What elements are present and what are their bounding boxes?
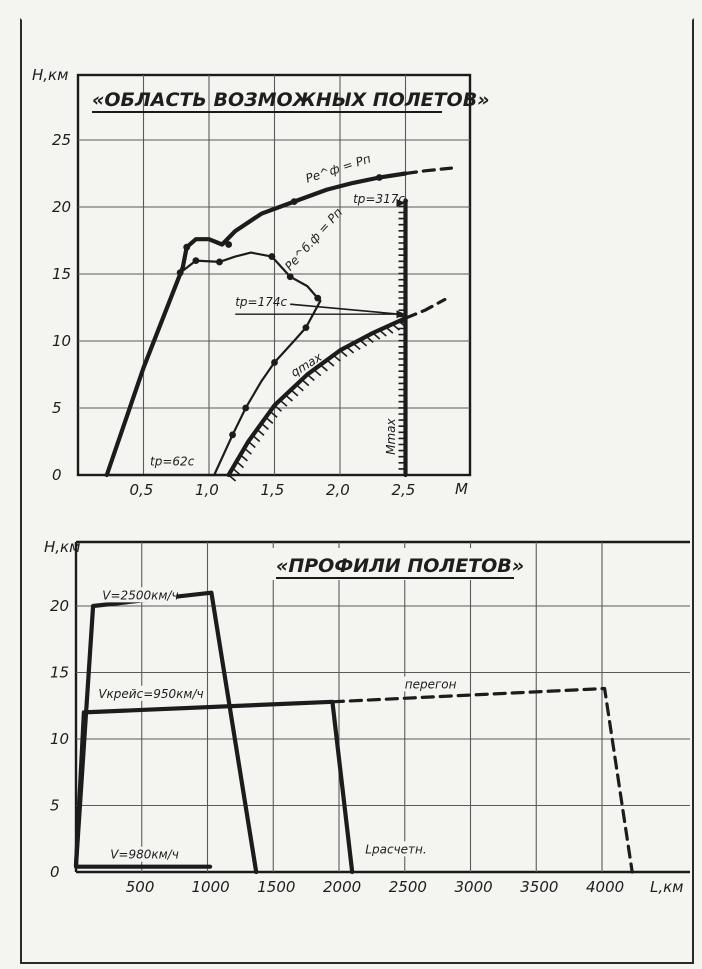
series-line bbox=[213, 299, 322, 477]
y-axis-label: H,км bbox=[32, 66, 68, 84]
label-background bbox=[363, 841, 432, 857]
profile-label: перегон bbox=[405, 677, 457, 691]
mmax-hatching bbox=[398, 205, 406, 476]
profile-label: V=980км/ч bbox=[110, 848, 179, 862]
profile-label: V=2500км/ч bbox=[102, 588, 178, 602]
series-line bbox=[104, 171, 408, 478]
data-point bbox=[302, 324, 310, 331]
data-point bbox=[192, 257, 200, 264]
profile-line bbox=[73, 590, 259, 875]
chart-title: «ОБЛАСТЬ ВОЗМОЖНЫХ ПОЛЕТОВ» bbox=[92, 89, 490, 111]
x-tick-label: 3500 bbox=[520, 878, 558, 896]
profile-line bbox=[73, 699, 355, 875]
data-point bbox=[286, 273, 294, 281]
series-line bbox=[226, 316, 408, 478]
y-axis-label: H,км bbox=[44, 538, 80, 556]
annotation-label: Pe^б.ф = Pп bbox=[282, 205, 345, 273]
data-point bbox=[314, 294, 322, 302]
x-tick-label: 1500 bbox=[257, 878, 295, 896]
label-background bbox=[108, 846, 177, 862]
x-axis-label: L,км bbox=[650, 878, 684, 896]
label-background bbox=[402, 676, 456, 692]
x-tick-label: 2,5 bbox=[392, 481, 416, 499]
arrow-head bbox=[396, 310, 406, 319]
data-point bbox=[271, 359, 278, 366]
flight-envelope-chart: 0,5 1,0 1,5 2,0 2,5 0 5 10 15 20 25 H,км M «ОБЛАСТЬ В… bbox=[32, 66, 490, 499]
x-tick-label: 4000 bbox=[586, 878, 624, 896]
y-tick-label: 25 bbox=[52, 131, 71, 149]
annotation-arrow bbox=[290, 303, 400, 315]
x-tick-label: 500 bbox=[126, 878, 155, 896]
x-tick-label: 2000 bbox=[323, 878, 361, 896]
y-tick-label: 10 bbox=[50, 730, 69, 748]
y-tick-label: 10 bbox=[52, 332, 71, 350]
qmax-hatching bbox=[228, 320, 407, 482]
data-point bbox=[216, 258, 223, 266]
x-tick-label: 0,5 bbox=[130, 481, 154, 499]
page-frame bbox=[20, 18, 694, 964]
series-line bbox=[403, 297, 447, 320]
title-background bbox=[270, 548, 520, 580]
profile-label: Lрасчетн. bbox=[365, 842, 426, 856]
annotation-label: tр=62с bbox=[150, 455, 195, 469]
profile-line bbox=[330, 686, 634, 874]
x-tick-label: 1,0 bbox=[195, 481, 219, 499]
flight-profiles-chart: 500 1000 1500 2000 2500 3000 3500 4000 0 5 10 15 20 H… bbox=[44, 538, 690, 896]
y-tick-label: 5 bbox=[52, 399, 62, 417]
chart-title: «ПРОФИЛИ ПОЛЕТОВ» bbox=[276, 555, 524, 577]
label-background bbox=[100, 587, 177, 603]
y-tick-label: 0 bbox=[50, 863, 60, 881]
x-tick-label: 3000 bbox=[455, 878, 493, 896]
series-line bbox=[403, 166, 453, 176]
data-point bbox=[229, 431, 236, 439]
data-point bbox=[268, 253, 276, 260]
arrow-head bbox=[396, 198, 406, 207]
y-tick-label: 20 bbox=[50, 597, 69, 615]
data-point bbox=[183, 243, 191, 251]
profile-label: Vкрейс=950км/ч bbox=[98, 687, 203, 701]
annotation-label: tр=317с bbox=[353, 192, 405, 206]
data-point bbox=[290, 198, 298, 206]
annotation-label: Mmax bbox=[384, 418, 398, 455]
data-point bbox=[375, 174, 383, 181]
series-line bbox=[179, 251, 319, 300]
data-point bbox=[225, 241, 233, 248]
y-tick-label: 15 bbox=[52, 265, 71, 283]
label-background bbox=[96, 685, 203, 701]
annotation-label: tр=174с bbox=[235, 295, 287, 309]
y-tick-label: 15 bbox=[50, 664, 69, 682]
data-point bbox=[242, 404, 250, 412]
y-tick-label: 5 bbox=[50, 797, 60, 815]
data-point bbox=[176, 269, 184, 277]
y-tick-label: 20 bbox=[52, 198, 71, 216]
x-tick-label: 1000 bbox=[192, 878, 230, 896]
x-tick-label: 2,0 bbox=[326, 481, 350, 499]
x-tick-label: 2500 bbox=[389, 878, 427, 896]
y-tick-label: 0 bbox=[52, 466, 62, 484]
x-axis-label: M bbox=[455, 480, 468, 498]
x-tick-label: 1,5 bbox=[261, 481, 285, 499]
